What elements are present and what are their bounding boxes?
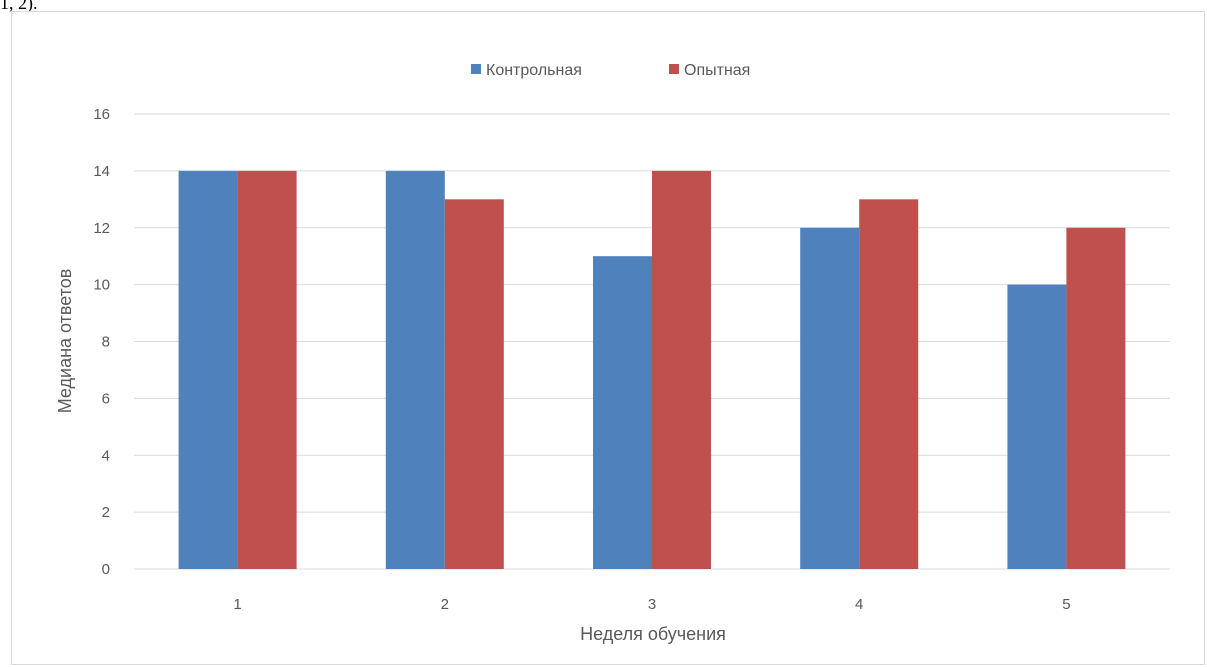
y-tick-label: 10 <box>93 277 110 294</box>
bar-opytnaya-week-2 <box>444 199 504 569</box>
bar-opytnaya-week-5 <box>1066 227 1126 569</box>
bar-kontrolnaya-week-4 <box>800 227 860 569</box>
bar-kontrolnaya-week-5 <box>1007 284 1067 569</box>
bar-kontrolnaya-week-2 <box>385 170 445 569</box>
y-tick-label: 14 <box>93 163 110 180</box>
x-tick-label: 2 <box>441 596 449 613</box>
legend-label-opytnaya: Опытная <box>684 62 750 79</box>
x-tick-label: 4 <box>855 596 863 613</box>
bar-kontrolnaya-week-3 <box>593 256 652 569</box>
legend-swatch-opytnaya <box>669 64 679 74</box>
y-axis-tick-labels: 0 2 4 6 8 10 12 14 16 <box>93 106 110 578</box>
bar-opytnaya-week-4 <box>859 199 919 569</box>
legend-label-kontrolnaya: Контрольная <box>486 62 582 79</box>
x-tick-label: 1 <box>233 596 241 613</box>
y-tick-label: 6 <box>102 390 110 407</box>
legend: Контрольная Опытная <box>471 62 750 79</box>
x-tick-label: 5 <box>1062 596 1070 613</box>
x-axis-tick-labels: 1 2 3 4 5 <box>233 596 1070 613</box>
bar-opytnaya-week-3 <box>652 170 711 569</box>
y-tick-label: 12 <box>93 220 110 237</box>
y-axis-title: Медиана ответов <box>55 269 75 414</box>
bar-kontrolnaya-week-1 <box>178 170 238 569</box>
y-tick-label: 16 <box>93 106 110 123</box>
bars <box>178 170 1126 569</box>
page-text-fragment: 1, 2). <box>0 0 38 13</box>
y-tick-label: 2 <box>102 504 110 521</box>
y-tick-label: 8 <box>102 334 110 351</box>
y-tick-label: 0 <box>102 561 110 578</box>
bar-opytnaya-week-1 <box>237 170 297 569</box>
x-tick-label: 3 <box>648 596 656 613</box>
legend-swatch-kontrolnaya <box>471 64 481 74</box>
x-axis-title: Неделя обучения <box>580 624 726 644</box>
y-tick-label: 4 <box>102 447 110 464</box>
